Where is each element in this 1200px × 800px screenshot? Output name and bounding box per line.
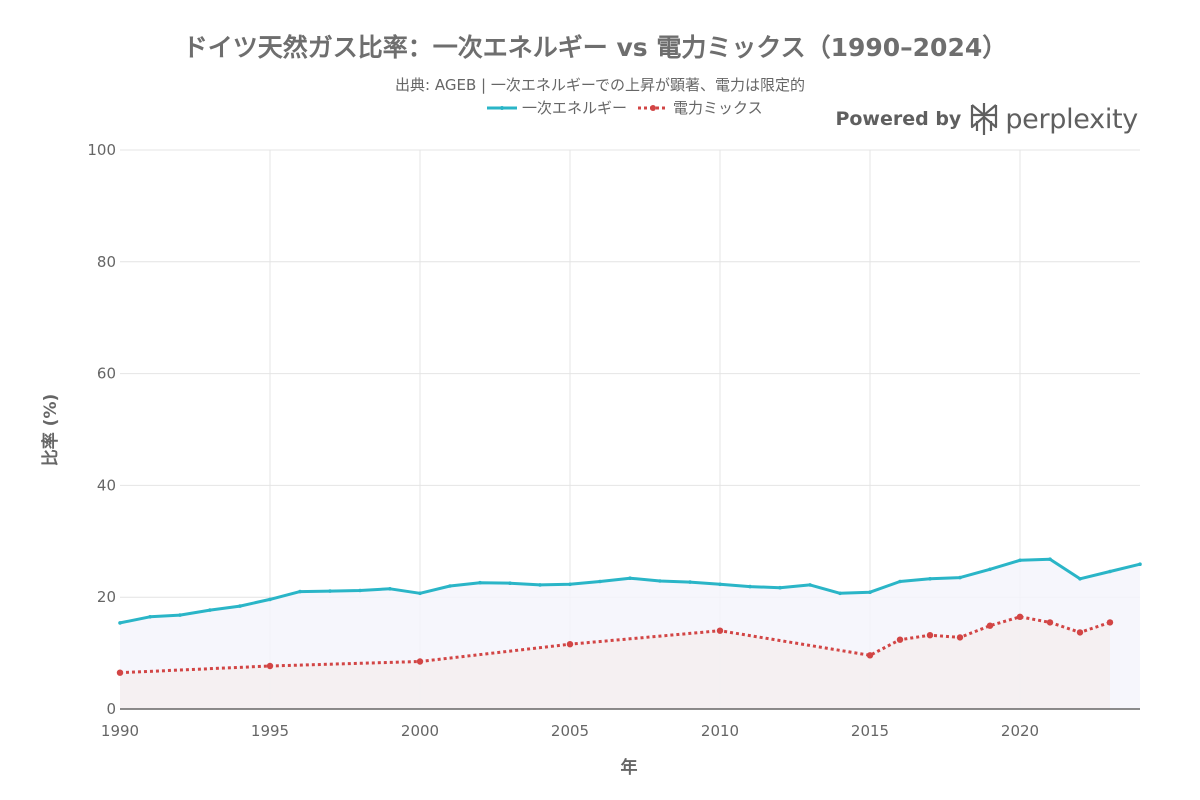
axis-layer: 0 20 40 60 80 100 1990 1995 2000 2005 2010 2015 2020 — [87, 141, 1140, 740]
x-tick-label: 1995 — [251, 722, 289, 740]
series-point-0 — [1138, 562, 1142, 566]
y-tick-label: 60 — [97, 365, 116, 383]
series-point-1 — [986, 622, 994, 629]
series-point-1 — [716, 627, 724, 634]
series-point-0 — [358, 588, 362, 593]
x-axis-title: 年 — [621, 757, 638, 778]
perplexity-logo-icon — [971, 103, 998, 135]
series-point-1 — [416, 658, 424, 665]
series-point-1 — [266, 662, 274, 670]
series-point-0 — [838, 591, 842, 596]
y-tick-label: 0 — [106, 700, 116, 718]
legend-item-power-mix[interactable]: 電力ミックス — [637, 97, 763, 118]
legend: 一次エネルギー 電力ミックス — [486, 97, 773, 118]
series-point-1 — [566, 641, 574, 648]
series-point-0 — [688, 580, 692, 584]
series-point-1 — [956, 634, 964, 641]
series-point-0 — [1018, 558, 1022, 563]
series-area-1 — [120, 616, 1110, 709]
legend-swatch-power-mix — [638, 104, 669, 111]
legend-swatch-primary-energy — [487, 105, 517, 110]
y-tick-label: 80 — [97, 253, 116, 271]
series-line-1 — [119, 615, 1111, 675]
brand-name: perplexity — [1005, 103, 1138, 135]
series-point-0 — [268, 597, 272, 602]
series-point-0 — [808, 583, 812, 587]
series-point-0 — [718, 582, 722, 587]
series-point-1 — [1046, 619, 1054, 626]
y-tick-label: 20 — [97, 588, 116, 606]
series-point-0 — [418, 591, 422, 596]
series-point-0 — [598, 579, 602, 584]
series-point-0 — [148, 615, 152, 619]
series-point-1 — [896, 636, 904, 643]
series-point-1 — [1076, 629, 1084, 636]
series-point-1 — [926, 632, 934, 639]
series-point-0 — [628, 576, 632, 580]
y-tick-label: 100 — [87, 141, 116, 159]
series-point-0 — [658, 579, 662, 583]
series-point-0 — [928, 577, 932, 581]
powered-by-text: Powered by — [835, 108, 962, 130]
series-point-0 — [178, 613, 182, 617]
series-point-1 — [116, 669, 124, 676]
series-point-0 — [388, 587, 392, 591]
series-point-1 — [866, 652, 874, 659]
series-point-0 — [958, 575, 962, 580]
x-tick-label: 2020 — [1001, 722, 1039, 740]
x-tick-label: 1990 — [101, 722, 139, 740]
series-point-0 — [448, 584, 452, 588]
x-tick-label: 2005 — [551, 722, 589, 740]
series-point-0 — [868, 590, 872, 594]
series-point-0 — [118, 621, 122, 625]
series-point-0 — [1108, 569, 1112, 574]
chart-subtitle: 出典: AGEB | 一次エネルギーでの上昇が顕著、電力は限定的 — [395, 76, 805, 94]
series-point-0 — [778, 585, 782, 590]
legend-label-power-mix: 電力ミックス — [673, 99, 763, 117]
branding: Powered by perplexity — [835, 101, 1138, 137]
legend-label-primary-energy: 一次エネルギー — [522, 99, 628, 117]
series-point-0 — [898, 579, 902, 584]
legend-item-primary-energy[interactable]: 一次エネルギー — [486, 97, 627, 118]
series-point-0 — [298, 589, 302, 594]
series-point-0 — [1078, 577, 1082, 581]
series-point-0 — [568, 582, 572, 587]
x-tick-label: 2000 — [401, 722, 439, 740]
x-tick-label: 2010 — [701, 722, 739, 740]
area-layer — [120, 559, 1140, 709]
series-point-0 — [1048, 557, 1052, 561]
y-tick-label: 40 — [97, 476, 116, 494]
x-tick-label: 2015 — [851, 722, 889, 740]
series-point-0 — [328, 589, 332, 593]
series-point-0 — [508, 581, 512, 585]
series-point-1 — [1106, 619, 1114, 626]
point-layer — [116, 557, 1142, 676]
chart-title: ドイツ天然ガス比率：一次エネルギー vs 電力ミックス（1990–2024） — [182, 33, 1008, 62]
series-point-0 — [478, 580, 482, 585]
series-point-1 — [1016, 613, 1024, 620]
series-point-0 — [988, 567, 992, 572]
series-point-0 — [238, 604, 242, 608]
y-axis-title: 比率 (%) — [40, 394, 61, 467]
series-point-0 — [208, 608, 212, 612]
series-point-0 — [538, 583, 542, 587]
series-point-0 — [748, 584, 752, 589]
